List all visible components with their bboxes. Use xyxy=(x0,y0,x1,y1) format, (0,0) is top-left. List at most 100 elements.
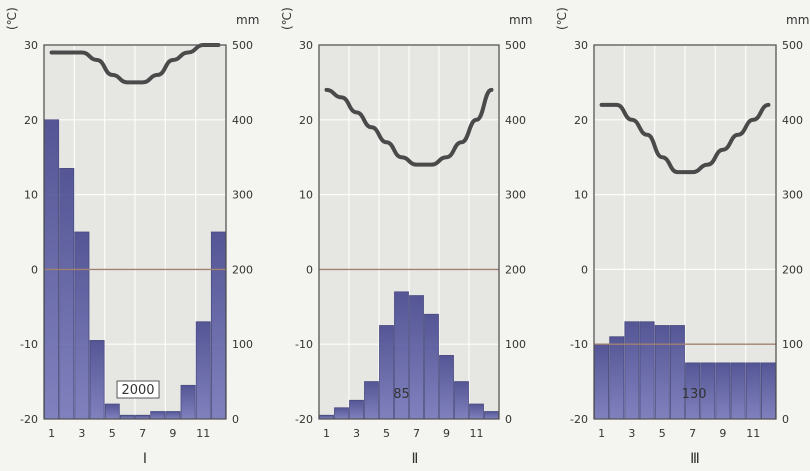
right-tick-label: 300 xyxy=(232,189,253,202)
x-tick-label: 11 xyxy=(196,427,210,440)
left-tick-label: -10 xyxy=(570,338,588,351)
precipitation-bar xyxy=(624,321,640,420)
right-tick-label: 400 xyxy=(505,114,526,127)
right-tick-label: 300 xyxy=(505,189,526,202)
right-tick-label: 400 xyxy=(232,114,253,127)
precipitation-bar xyxy=(379,325,394,420)
precipitation-bar xyxy=(669,325,685,420)
right-tick-label: 100 xyxy=(505,338,526,351)
precipitation-bar xyxy=(639,321,655,420)
precipitation-bar xyxy=(439,355,454,420)
x-tick-label: 3 xyxy=(628,427,635,440)
left-tick-label: 20 xyxy=(299,114,313,127)
precipitation-bar xyxy=(609,336,625,420)
precipitation-bar xyxy=(210,231,226,420)
left-tick-label: 30 xyxy=(574,39,588,52)
left-tick-label: 20 xyxy=(24,114,38,127)
left-tick-label: 30 xyxy=(24,39,38,52)
plot-border xyxy=(318,44,500,420)
left-axis-unit: (℃) xyxy=(280,7,294,30)
x-tick-label: 5 xyxy=(659,427,666,440)
right-tick-label: 200 xyxy=(505,263,526,276)
x-tick-label: 7 xyxy=(413,427,420,440)
precipitation-bar xyxy=(74,231,90,420)
x-tick-label: 1 xyxy=(598,427,605,440)
precipitation-bar xyxy=(150,411,166,420)
right-tick-label: 100 xyxy=(232,338,253,351)
precipitation-bar xyxy=(469,403,484,420)
left-tick-label: 0 xyxy=(306,263,313,276)
x-tick-label: 1 xyxy=(48,427,55,440)
annotation-box xyxy=(116,380,160,399)
right-tick-label: 0 xyxy=(782,413,789,426)
x-tick-label: 5 xyxy=(109,427,116,440)
left-tick-label: 20 xyxy=(574,114,588,127)
annotation-label: 85 xyxy=(393,387,410,402)
precipitation-bar xyxy=(715,362,731,420)
x-tick-label: 11 xyxy=(746,427,760,440)
precipitation-bar xyxy=(654,325,670,420)
precipitation-bar xyxy=(760,362,776,420)
chart-caption: Ⅲ xyxy=(690,451,700,467)
left-tick-label: -20 xyxy=(20,413,38,426)
right-tick-label: 100 xyxy=(782,338,803,351)
precipitation-bar xyxy=(484,411,499,420)
right-tick-label: 200 xyxy=(782,263,803,276)
left-tick-label: -10 xyxy=(20,338,38,351)
right-axis-unit: mm xyxy=(509,13,532,27)
precipitation-bar xyxy=(730,362,746,420)
right-axis-unit: mm xyxy=(786,13,809,27)
right-tick-label: 0 xyxy=(505,413,512,426)
chart-caption: Ⅰ xyxy=(143,451,147,467)
precipitation-bar xyxy=(364,381,379,420)
x-tick-label: 9 xyxy=(443,427,450,440)
precipitation-bar xyxy=(349,399,364,420)
right-tick-label: 300 xyxy=(782,189,803,202)
precipitation-bar xyxy=(594,343,610,420)
right-axis-unit: mm xyxy=(236,13,259,27)
temperature-line xyxy=(49,43,221,85)
precipitation-bar xyxy=(59,168,75,420)
right-tick-label: 500 xyxy=(782,39,803,52)
left-tick-label: 10 xyxy=(24,189,38,202)
right-tick-label: 0 xyxy=(232,413,239,426)
temperature-line xyxy=(324,87,494,167)
left-tick-label: -20 xyxy=(570,413,588,426)
precipitation-bar xyxy=(409,295,424,420)
x-tick-label: 3 xyxy=(353,427,360,440)
left-tick-label: 0 xyxy=(581,263,588,276)
x-tick-label: 7 xyxy=(139,427,146,440)
precipitation-bar xyxy=(334,407,349,420)
left-tick-label: -10 xyxy=(295,338,313,351)
precipitation-bar xyxy=(195,321,211,420)
precipitation-bar xyxy=(745,362,761,420)
annotation-label: 2000 xyxy=(121,383,154,398)
left-axis-unit: (℃) xyxy=(5,7,19,30)
right-tick-label: 500 xyxy=(505,39,526,52)
precipitation-bar xyxy=(180,384,196,420)
plot-border xyxy=(593,44,777,420)
left-tick-label: 10 xyxy=(299,189,313,202)
precipitation-bar xyxy=(424,313,439,420)
left-tick-label: 10 xyxy=(574,189,588,202)
x-tick-label: 1 xyxy=(323,427,330,440)
x-tick-label: 9 xyxy=(719,427,726,440)
precipitation-bar xyxy=(89,340,105,420)
annotation-label: 130 xyxy=(682,387,707,402)
chart-caption: Ⅱ xyxy=(412,451,419,467)
left-axis-unit: (℃) xyxy=(555,7,569,30)
left-tick-label: 30 xyxy=(299,39,313,52)
precipitation-bar xyxy=(104,403,120,420)
temperature-line xyxy=(599,102,771,175)
x-tick-label: 3 xyxy=(78,427,85,440)
left-tick-label: -20 xyxy=(295,413,313,426)
x-tick-label: 7 xyxy=(689,427,696,440)
right-tick-label: 200 xyxy=(232,263,253,276)
precipitation-bar xyxy=(165,411,181,420)
left-tick-label: 0 xyxy=(31,263,38,276)
x-tick-label: 11 xyxy=(470,427,484,440)
